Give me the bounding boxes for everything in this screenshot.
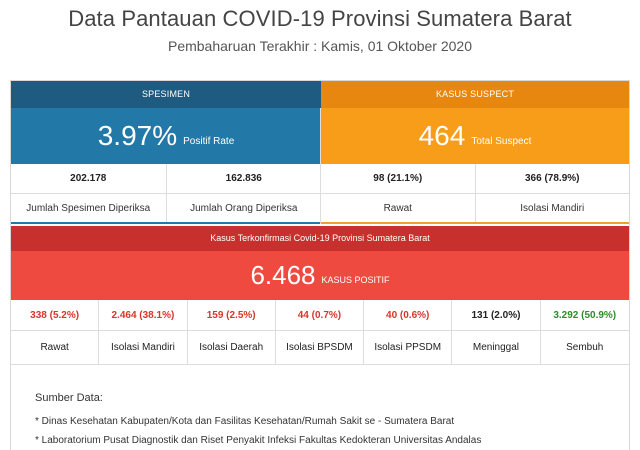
suspect-panel: KASUS SUSPECT 464 Total Suspect 98 (21.1… xyxy=(321,81,629,224)
confirmed-meninggal-label: Meninggal xyxy=(452,331,541,364)
confirmed-isolasi-mandiri-label: Isolasi Mandiri xyxy=(99,331,188,364)
confirmed-values-row: 338 (5.2%) 2.464 (38.1%) 159 (2.5%) 44 (… xyxy=(11,300,629,331)
confirmed-sembuh-value: 3.292 (50.9%) xyxy=(553,309,617,321)
specimen-tested-label: Jumlah Spesimen Diperiksa xyxy=(11,194,167,222)
suspect-isolasi-label: Isolasi Mandiri xyxy=(520,202,585,214)
confirmed-total-block: 6.468 KASUS POSITIF xyxy=(11,251,629,300)
specimen-tested-value: 202.178 xyxy=(11,164,167,193)
people-tested-label: Jumlah Orang Diperiksa xyxy=(190,202,298,214)
positivity-rate-value: 3.97% xyxy=(97,120,178,151)
positivity-rate-block: 3.97% Positif Rate xyxy=(11,108,321,164)
specimen-values-row: 202.178 162.836 xyxy=(11,164,321,194)
total-suspect-label: Total Suspect xyxy=(471,135,532,147)
last-updated: Pembaharuan Terakhir : Kamis, 01 Oktober… xyxy=(167,38,473,54)
confirmed-rawat-value: 338 (5.2%) xyxy=(11,300,100,330)
confirmed-isolasi-ppsdm-label: Isolasi PPSDM xyxy=(364,331,453,364)
positivity-rate-label: Positif Rate xyxy=(183,135,235,147)
specimen-labels-row: Jumlah Spesimen Diperiksa Jumlah Orang D… xyxy=(11,194,321,224)
total-suspect-value: 464 xyxy=(418,120,466,151)
dashboard-board: SPESIMEN 3.97% Positif Rate 202.178 162.… xyxy=(10,80,630,450)
suspect-labels-row: Rawat Isolasi Mandiri xyxy=(321,194,629,224)
confirmed-section: Kasus Terkonfirmasi Covid-19 Provinsi Su… xyxy=(11,226,629,365)
specimen-heading: SPESIMEN xyxy=(11,81,321,108)
suspect-isolasi-value: 366 (78.9%) xyxy=(525,173,580,184)
confirmed-meninggal-value: 131 (2.0%) xyxy=(452,300,541,330)
source-item: * Dinas Kesehatan Kabupaten/Kota dan Fas… xyxy=(35,416,455,427)
confirmed-isolasi-bpsdm-value: 44 (0.7%) xyxy=(276,300,365,330)
people-tested-value: 162.836 xyxy=(225,173,262,184)
specimen-panel: SPESIMEN 3.97% Positif Rate 202.178 162.… xyxy=(11,81,321,224)
confirmed-sembuh-label: Sembuh xyxy=(566,342,604,353)
confirmed-rawat-label: Rawat xyxy=(11,331,100,364)
confirmed-isolasi-bpsdm-label: Isolasi BPSDM xyxy=(276,331,365,364)
confirmed-heading: Kasus Terkonfirmasi Covid-19 Provinsi Su… xyxy=(11,226,629,251)
suspect-rawat-label: Rawat xyxy=(321,194,476,222)
suspect-heading: KASUS SUSPECT xyxy=(321,81,629,108)
confirmed-total-label: KASUS POSITIF xyxy=(321,275,390,285)
confirmed-isolasi-daerah-value: 159 (2.5%) xyxy=(188,300,276,330)
confirmed-labels-row: Rawat Isolasi Mandiri Isolasi Daerah Iso… xyxy=(11,331,629,365)
total-suspect-block: 464 Total Suspect xyxy=(321,108,629,164)
suspect-values-row: 98 (21.1%) 366 (78.9%) xyxy=(321,164,629,194)
confirmed-isolasi-mandiri-value: 2.464 (38.1%) xyxy=(99,300,188,330)
confirmed-isolasi-ppsdm-value: 40 (0.6%) xyxy=(364,300,453,330)
confirmed-isolasi-daerah-label: Isolasi Daerah xyxy=(188,331,276,364)
confirmed-total-value: 6.468 xyxy=(250,260,316,290)
panel-divider xyxy=(320,108,321,224)
suspect-rawat-value: 98 (21.1%) xyxy=(321,164,476,193)
sources-title: Sumber Data: xyxy=(35,392,103,404)
source-item: * Laboratorium Pusat Diagnostik dan Rise… xyxy=(35,435,482,446)
page-title: Data Pantauan COVID-19 Provinsi Sumatera… xyxy=(68,6,572,31)
